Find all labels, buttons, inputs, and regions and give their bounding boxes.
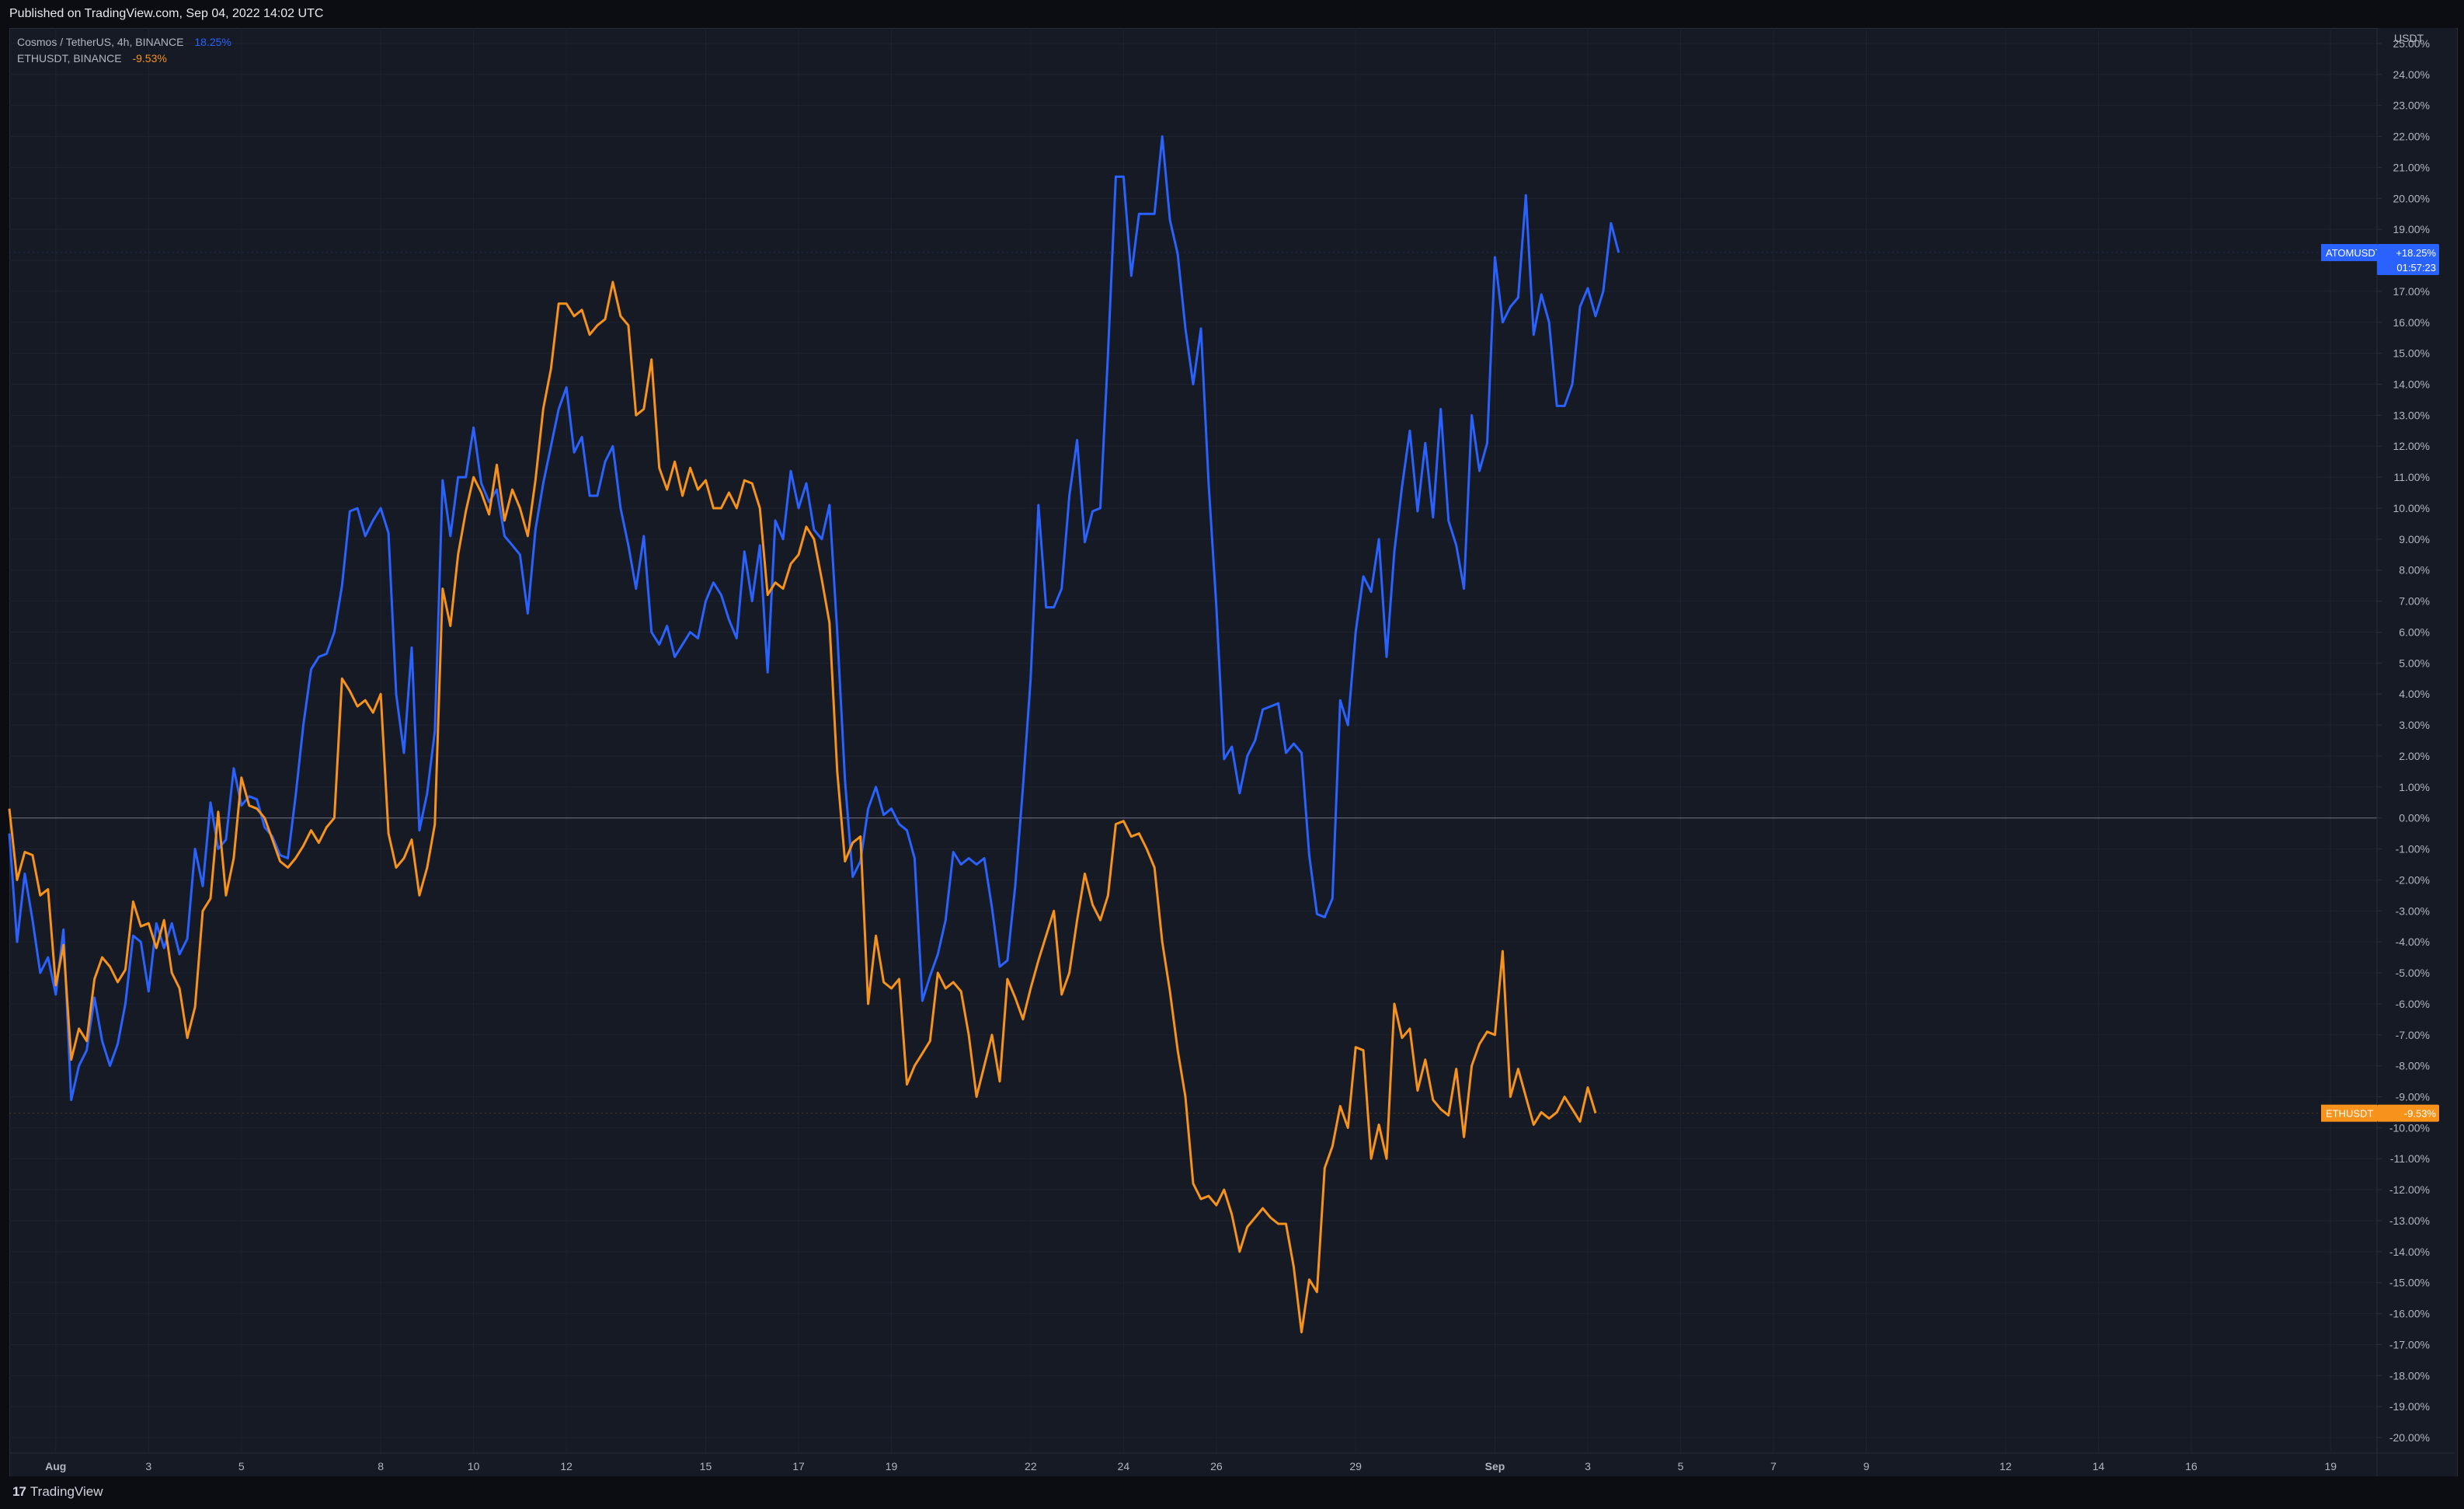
- legend-row-atom[interactable]: Cosmos / TetherUS, 4h, BINANCE 18.25%: [17, 34, 231, 51]
- chart-frame[interactable]: [9, 28, 2458, 1478]
- legend-atom-value: 18.25%: [194, 36, 231, 48]
- legend-atom-name: Cosmos / TetherUS, 4h, BINANCE: [17, 36, 184, 48]
- legend-eth-name: ETHUSDT, BINANCE: [17, 52, 122, 64]
- tradingview-brand[interactable]: 17 TradingView: [12, 1484, 103, 1500]
- legend: Cosmos / TetherUS, 4h, BINANCE 18.25% ET…: [17, 34, 231, 67]
- publish-info: Published on TradingView.com, Sep 04, 20…: [9, 7, 324, 20]
- footer: 17 TradingView: [0, 1476, 2464, 1509]
- publish-bar: Published on TradingView.com, Sep 04, 20…: [0, 0, 2464, 28]
- legend-row-eth[interactable]: ETHUSDT, BINANCE -9.53%: [17, 51, 231, 67]
- tradingview-label: TradingView: [30, 1484, 103, 1499]
- tradingview-logo-icon: 17: [12, 1484, 26, 1499]
- legend-eth-value: -9.53%: [132, 52, 167, 64]
